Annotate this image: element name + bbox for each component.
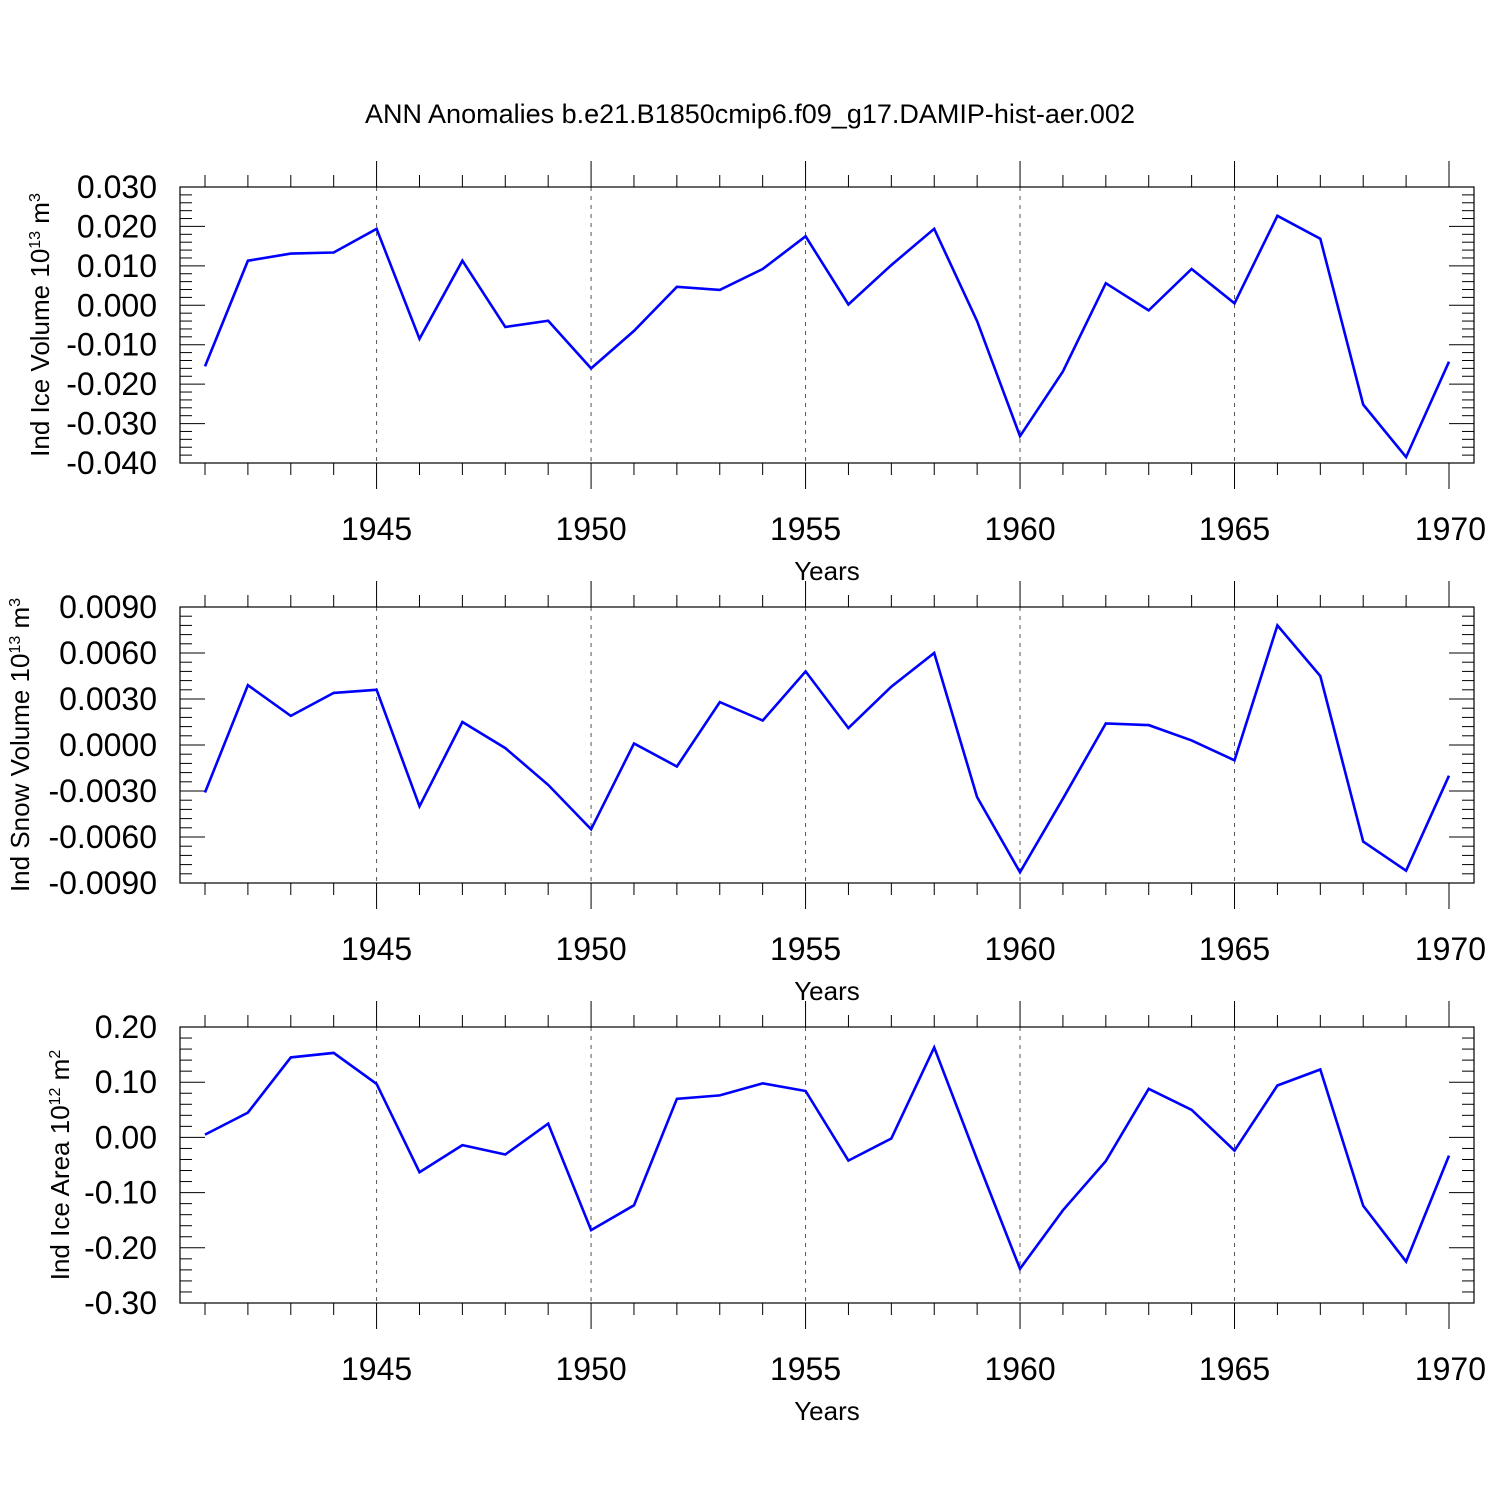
y-axis-label: Ind Ice Volume 1013 m3 [25,193,55,457]
plot-frame [179,606,1475,884]
figure-title: ANN Anomalies b.e21.B1850cmip6.f09_g17.D… [365,99,1135,129]
series-line-3 [204,1044,1451,1272]
x-tick-label: 1950 [555,511,626,547]
x-tick-label: 1960 [984,931,1055,967]
series-line-2 [203,622,1451,875]
x-tick-label: 1965 [1199,1351,1270,1387]
x-axis-label: Years [794,976,860,1006]
plot-frame [179,186,1475,464]
y-tick-label: -0.010 [66,327,157,363]
y-tick-label: -0.0030 [48,773,157,809]
chart-panels: 0.0300.0200.0100.000-0.010-0.020-0.030-0… [5,161,1486,1426]
y-tick-label: -0.040 [66,445,157,481]
x-tick-label: 1945 [341,511,412,547]
y-tick-label: -0.0060 [48,819,157,855]
x-tick-label: 1945 [341,1351,412,1387]
y-tick-label: 0.0030 [59,681,157,717]
y-tick-label: -0.20 [84,1230,157,1266]
y-tick-label: -0.030 [66,406,157,442]
x-tick-label: 1950 [555,931,626,967]
y-axis-label: Ind Ice Area 1012 m2 [45,1050,75,1281]
y-tick-label: 0.0060 [59,635,157,671]
y-tick-label: 0.0000 [59,727,157,763]
x-axis-label: Years [794,1396,860,1426]
y-tick-label: 0.10 [95,1064,157,1100]
x-tick-label: 1945 [341,931,412,967]
x-ticks [204,581,1450,909]
plot-frame [179,1026,1475,1304]
y-tick-label: -0.10 [84,1175,157,1211]
x-tick-label: 1955 [770,511,841,547]
y-ticks [180,1026,1474,1304]
y-tick-label: 0.030 [77,169,157,205]
y-tick-label: -0.0090 [48,865,157,901]
x-ticks [204,1001,1450,1329]
x-ticks [204,161,1450,489]
y-tick-label: 0.010 [77,248,157,284]
y-tick-label: 0.000 [77,287,157,323]
y-tick-label: -0.020 [66,366,157,402]
x-tick-label: 1965 [1199,511,1270,547]
x-tick-label: 1950 [555,1351,626,1387]
y-tick-label: 0.20 [95,1009,157,1045]
x-tick-label: 1965 [1199,931,1270,967]
y-tick-label: 0.020 [77,208,157,244]
x-axis-label: Years [794,556,860,586]
x-tick-label: 1960 [984,1351,1055,1387]
x-tick-label: 1970 [1415,1351,1486,1387]
x-tick-label: 1955 [770,931,841,967]
x-tick-label: 1970 [1415,511,1486,547]
panel-2: 0.0090 0.0060 0.0030 0.0000 -0.0030 -0.0060 -0… [5,581,1486,1006]
x-tick-label: 1955 [770,1351,841,1387]
x-tick-label: 1970 [1415,931,1486,967]
y-axis-label: Ind Snow Volume 1013 m3 [5,598,35,892]
y-tick-label: 0.00 [95,1119,157,1155]
y-ticks [180,186,1474,464]
series-line-1 [203,214,1451,460]
x-tick-label: 1960 [984,511,1055,547]
y-ticks [180,606,1474,884]
y-tick-label: 0.0090 [59,589,157,625]
y-tick-label: -0.30 [84,1285,157,1321]
panel-3: 0.20 0.10 0.00 -0.10 -0.20 -0.30 1945 1950 1955 1… [45,1001,1486,1426]
